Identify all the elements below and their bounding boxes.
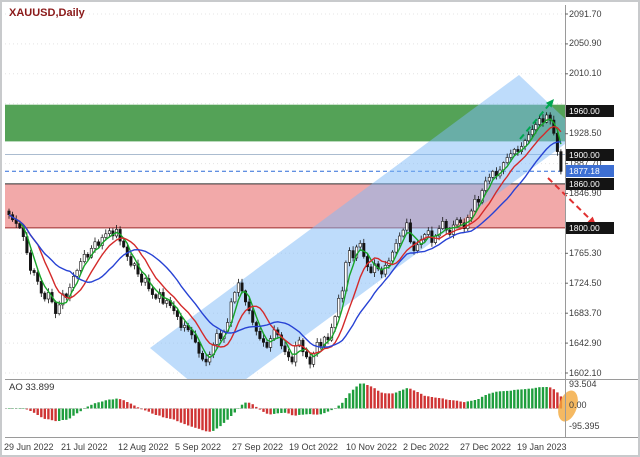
symbol-title: XAUUSD,Daily (9, 7, 85, 19)
indicator-label: AO 33.899 (9, 382, 55, 393)
